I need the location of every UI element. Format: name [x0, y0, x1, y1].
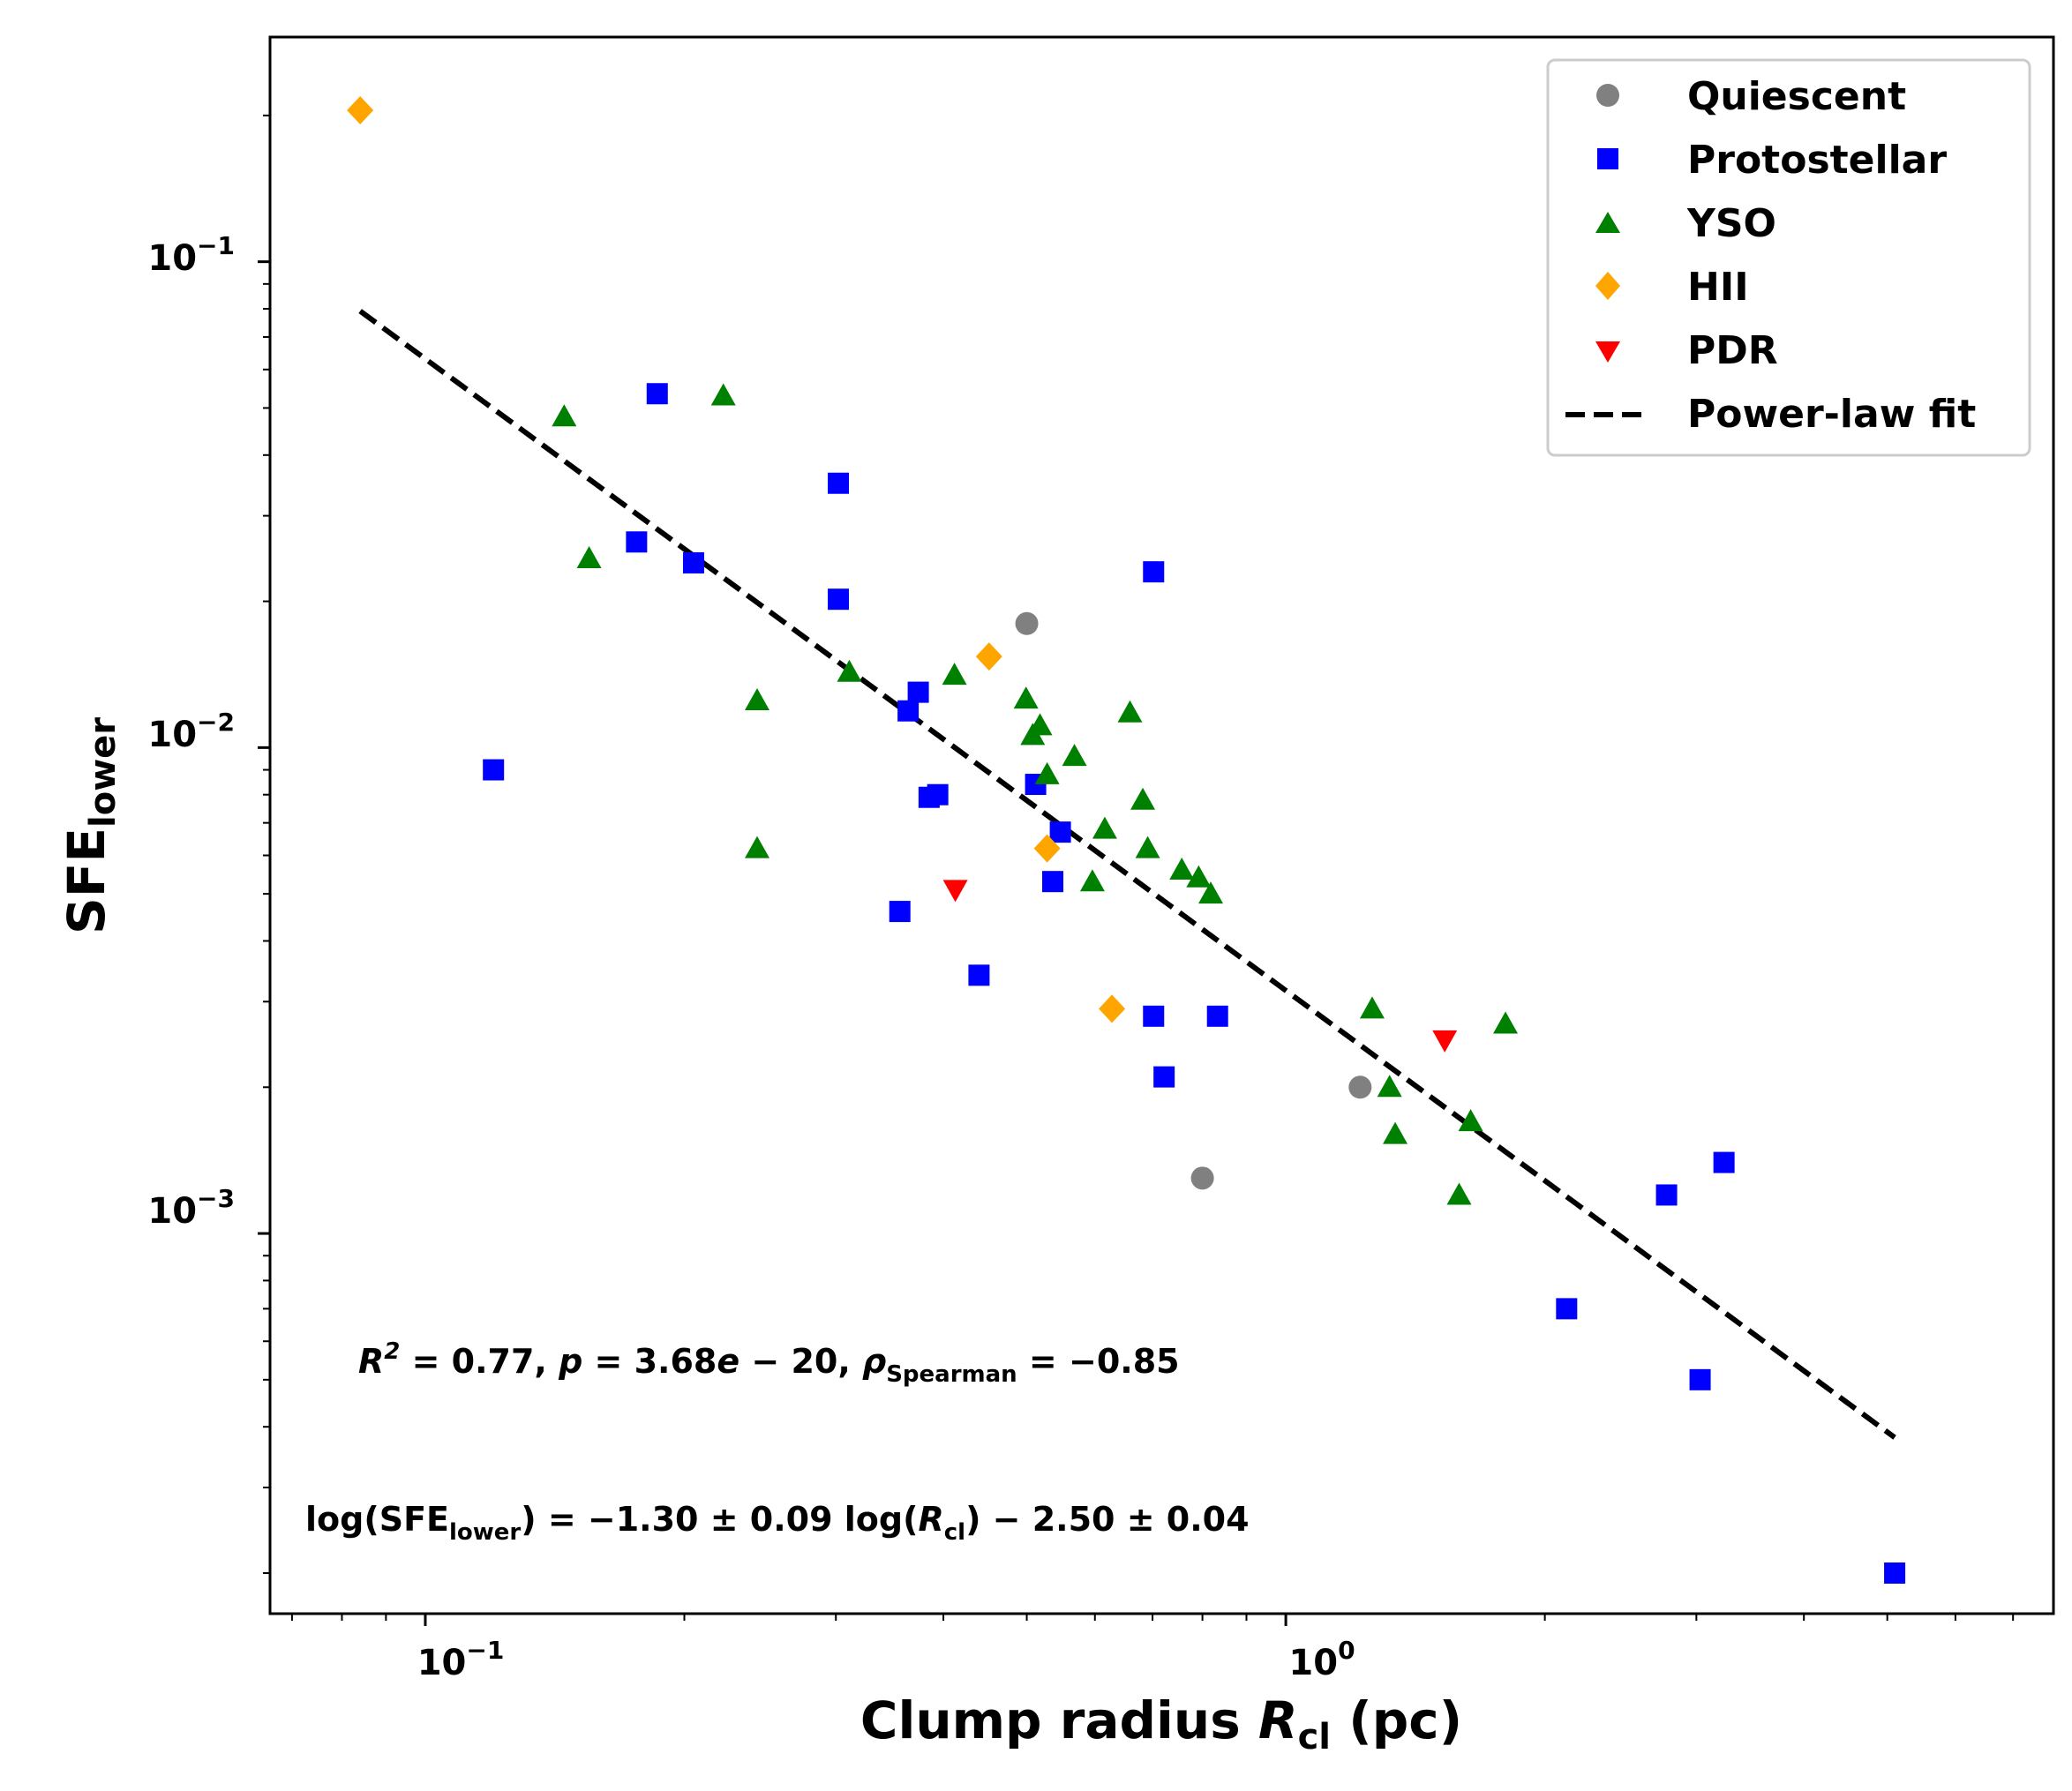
yso-point: [1186, 865, 1212, 888]
protostellar-point: [1556, 1298, 1578, 1320]
yso-point: [552, 404, 577, 427]
yso-point: [1027, 713, 1053, 736]
legend-label-quiescent: Quiescent: [1687, 74, 1906, 119]
protostellar-point: [483, 759, 505, 781]
yso-point: [1198, 881, 1224, 904]
hii-point: [975, 642, 1002, 671]
pdr-point: [942, 880, 968, 903]
plot-frame: [268, 35, 2055, 1615]
yso-point: [710, 383, 736, 406]
protostellar-point: [1206, 1005, 1228, 1027]
protostellar-point: [626, 531, 648, 553]
protostellar-point: [828, 588, 850, 611]
protostellar-point: [828, 472, 850, 494]
legend: Quiescent Protostellar YSO HII PDR Power…: [1546, 58, 2031, 457]
protostellar-point: [646, 383, 668, 405]
legend-marker-yso: [1595, 212, 1620, 233]
yso-point: [1169, 858, 1195, 881]
yso-point: [744, 836, 769, 858]
yso-point: [1383, 1121, 1408, 1144]
protostellar-point: [907, 681, 929, 703]
protostellar-point: [1153, 1066, 1175, 1088]
protostellar-point: [1689, 1368, 1711, 1390]
yso-point: [1359, 996, 1385, 1019]
yso-point: [1034, 761, 1060, 784]
power-law-fit-line: [358, 309, 1896, 1440]
protostellar-point: [889, 901, 911, 923]
protostellar-point: [682, 551, 704, 573]
yso-point: [744, 687, 769, 710]
y-axis-label: SFElower: [56, 717, 124, 934]
protostellar-point: [1713, 1151, 1735, 1173]
data-layer: [347, 95, 1906, 1584]
quiescent-point: [1190, 1166, 1214, 1190]
yso-point: [1458, 1109, 1483, 1132]
y-tick-label: 10−1: [147, 231, 235, 279]
x-axis-label: Clump radius Rcl (pc): [860, 1690, 1462, 1757]
x-tick-label: 100: [1288, 1636, 1355, 1683]
protostellar-point: [897, 700, 920, 722]
yso-point: [1377, 1075, 1402, 1098]
quiescent-point: [1015, 611, 1039, 635]
legend-frame: [1546, 58, 2031, 457]
legend-label-power-law-fit: Power-law fit: [1687, 392, 1976, 437]
protostellar-point: [1049, 821, 1071, 843]
protostellar-point: [1143, 561, 1165, 583]
quiescent-point: [1348, 1075, 1372, 1099]
yso-point: [942, 663, 967, 686]
y-tick-label: 10−3: [147, 1184, 235, 1232]
y-tick-label: 10−2: [147, 708, 235, 755]
fit-equation-annotation: log(SFElower) = −1.30 ± 0.09 log(Rcl) − …: [305, 1500, 1250, 1546]
legend-label-hii: HII: [1687, 265, 1749, 310]
legend-label-pdr: PDR: [1687, 328, 1778, 373]
legend-marker-protostellar: [1597, 148, 1618, 169]
legend-marker-pdr: [1595, 341, 1620, 363]
protostellar-point: [1655, 1184, 1678, 1206]
protostellar-point: [1041, 871, 1063, 893]
x-tick-label: 10−1: [417, 1636, 505, 1683]
yso-point: [1013, 686, 1039, 709]
protostellar-point: [927, 783, 949, 806]
yso-point: [1446, 1182, 1472, 1205]
yso-point: [1062, 744, 1087, 767]
protostellar-point: [1143, 1005, 1165, 1027]
fit-statistics-annotation: R2 = 0.77, p = 3.68e − 20, ρSpearman = −…: [358, 1338, 1180, 1388]
yso-point: [576, 546, 602, 569]
hii-point: [347, 95, 374, 124]
yso-point: [1079, 869, 1105, 892]
legend-marker-hii: [1595, 272, 1620, 300]
yso-point: [1092, 816, 1117, 839]
pdr-point: [1432, 1030, 1458, 1053]
hii-point: [1033, 834, 1061, 863]
protostellar-point: [968, 964, 990, 986]
protostellar-point: [1884, 1562, 1906, 1584]
legend-marker-quiescent: [1596, 84, 1619, 107]
yso-point: [1493, 1011, 1519, 1034]
legend-label-yso: YSO: [1686, 201, 1776, 246]
yso-point: [1117, 700, 1143, 723]
yso-point: [1135, 836, 1160, 858]
legend-label-protostellar: Protostellar: [1687, 138, 1947, 183]
yso-point: [1130, 787, 1156, 810]
yso-point: [837, 659, 862, 682]
hii-point: [1099, 994, 1126, 1023]
